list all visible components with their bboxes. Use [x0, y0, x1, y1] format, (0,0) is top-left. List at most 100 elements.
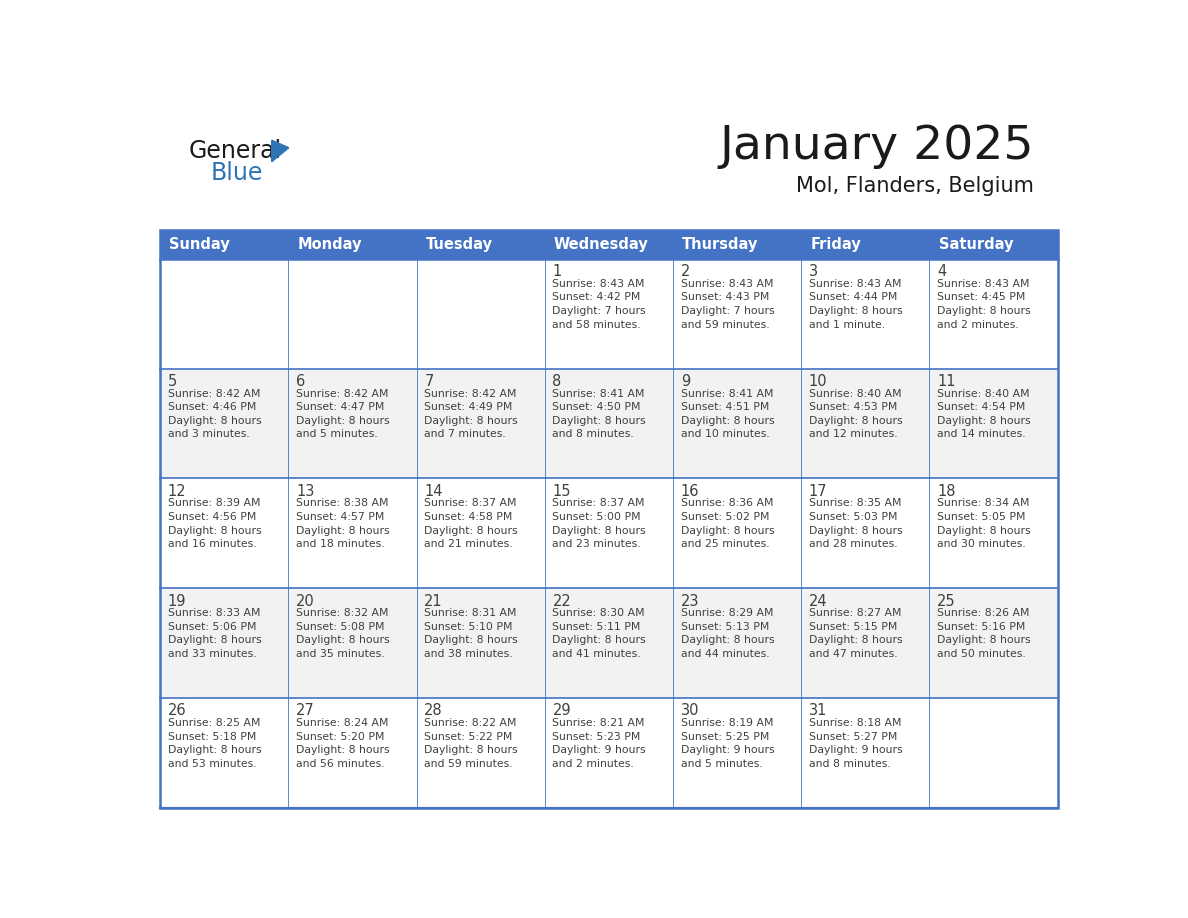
Bar	[417, 259, 545, 368]
Text: Sunrise: 8:41 AM
Sunset: 4:50 PM
Daylight: 8 hours
and 8 minutes.: Sunrise: 8:41 AM Sunset: 4:50 PM Dayligh…	[552, 388, 646, 440]
Text: Saturday: Saturday	[939, 237, 1013, 252]
Text: General: General	[189, 140, 282, 163]
Text: Sunrise: 8:40 AM
Sunset: 4:53 PM
Daylight: 8 hours
and 12 minutes.: Sunrise: 8:40 AM Sunset: 4:53 PM Dayligh…	[809, 388, 903, 440]
Bar	[289, 698, 417, 808]
Bar	[417, 478, 545, 588]
Text: Sunrise: 8:42 AM
Sunset: 4:47 PM
Daylight: 8 hours
and 5 minutes.: Sunrise: 8:42 AM Sunset: 4:47 PM Dayligh…	[296, 388, 390, 440]
Text: 8: 8	[552, 374, 562, 389]
Text: Blue: Blue	[210, 161, 263, 185]
Bar	[545, 259, 672, 368]
Text: Sunrise: 8:43 AM
Sunset: 4:45 PM
Daylight: 8 hours
and 2 minutes.: Sunrise: 8:43 AM Sunset: 4:45 PM Dayligh…	[937, 279, 1031, 330]
Text: Sunrise: 8:37 AM
Sunset: 4:58 PM
Daylight: 8 hours
and 21 minutes.: Sunrise: 8:37 AM Sunset: 4:58 PM Dayligh…	[424, 498, 518, 549]
Text: 14: 14	[424, 484, 443, 498]
Text: Sunrise: 8:40 AM
Sunset: 4:54 PM
Daylight: 8 hours
and 14 minutes.: Sunrise: 8:40 AM Sunset: 4:54 PM Dayligh…	[937, 388, 1031, 440]
Text: 12: 12	[168, 484, 187, 498]
Text: Wednesday: Wednesday	[554, 237, 649, 252]
Bar	[801, 230, 929, 259]
Text: Sunrise: 8:39 AM
Sunset: 4:56 PM
Daylight: 8 hours
and 16 minutes.: Sunrise: 8:39 AM Sunset: 4:56 PM Dayligh…	[168, 498, 261, 549]
Text: Mol, Flanders, Belgium: Mol, Flanders, Belgium	[796, 175, 1035, 196]
Text: Sunrise: 8:43 AM
Sunset: 4:43 PM
Daylight: 7 hours
and 59 minutes.: Sunrise: 8:43 AM Sunset: 4:43 PM Dayligh…	[681, 279, 775, 330]
Text: 28: 28	[424, 703, 443, 719]
Bar	[160, 588, 289, 698]
Text: 3: 3	[809, 264, 819, 279]
Bar	[417, 588, 545, 698]
Text: 25: 25	[937, 594, 955, 609]
Bar	[289, 478, 417, 588]
Bar	[672, 478, 801, 588]
Text: Sunrise: 8:21 AM
Sunset: 5:23 PM
Daylight: 9 hours
and 2 minutes.: Sunrise: 8:21 AM Sunset: 5:23 PM Dayligh…	[552, 718, 646, 768]
Text: 1: 1	[552, 264, 562, 279]
Text: Sunrise: 8:43 AM
Sunset: 4:42 PM
Daylight: 7 hours
and 58 minutes.: Sunrise: 8:43 AM Sunset: 4:42 PM Dayligh…	[552, 279, 646, 330]
Bar	[672, 588, 801, 698]
Text: 23: 23	[681, 594, 700, 609]
Text: Sunrise: 8:37 AM
Sunset: 5:00 PM
Daylight: 8 hours
and 23 minutes.: Sunrise: 8:37 AM Sunset: 5:00 PM Dayligh…	[552, 498, 646, 549]
Text: 16: 16	[681, 484, 700, 498]
Text: 18: 18	[937, 484, 955, 498]
Bar	[417, 368, 545, 478]
Bar	[545, 478, 672, 588]
Text: Sunrise: 8:33 AM
Sunset: 5:06 PM
Daylight: 8 hours
and 33 minutes.: Sunrise: 8:33 AM Sunset: 5:06 PM Dayligh…	[168, 609, 261, 659]
Text: Sunrise: 8:26 AM
Sunset: 5:16 PM
Daylight: 8 hours
and 50 minutes.: Sunrise: 8:26 AM Sunset: 5:16 PM Dayligh…	[937, 609, 1031, 659]
Bar	[160, 230, 289, 259]
Bar	[160, 478, 289, 588]
Text: 20: 20	[296, 594, 315, 609]
Text: Tuesday: Tuesday	[425, 237, 493, 252]
Text: Sunrise: 8:38 AM
Sunset: 4:57 PM
Daylight: 8 hours
and 18 minutes.: Sunrise: 8:38 AM Sunset: 4:57 PM Dayligh…	[296, 498, 390, 549]
Text: 6: 6	[296, 374, 305, 389]
Bar	[417, 230, 545, 259]
Bar	[160, 259, 289, 368]
Text: 17: 17	[809, 484, 828, 498]
Bar	[801, 588, 929, 698]
Bar	[672, 259, 801, 368]
Text: 13: 13	[296, 484, 315, 498]
Text: Sunrise: 8:43 AM
Sunset: 4:44 PM
Daylight: 8 hours
and 1 minute.: Sunrise: 8:43 AM Sunset: 4:44 PM Dayligh…	[809, 279, 903, 330]
Bar	[289, 259, 417, 368]
Bar	[801, 259, 929, 368]
Bar	[929, 259, 1057, 368]
Bar	[289, 588, 417, 698]
Text: Sunday: Sunday	[170, 237, 230, 252]
Text: Thursday: Thursday	[682, 237, 759, 252]
Bar	[929, 478, 1057, 588]
Bar	[801, 478, 929, 588]
Text: 26: 26	[168, 703, 187, 719]
Text: 22: 22	[552, 594, 571, 609]
Bar	[545, 368, 672, 478]
Bar	[289, 368, 417, 478]
Text: Sunrise: 8:24 AM
Sunset: 5:20 PM
Daylight: 8 hours
and 56 minutes.: Sunrise: 8:24 AM Sunset: 5:20 PM Dayligh…	[296, 718, 390, 768]
Bar	[289, 230, 417, 259]
Bar	[801, 698, 929, 808]
Bar	[929, 698, 1057, 808]
Text: Sunrise: 8:42 AM
Sunset: 4:46 PM
Daylight: 8 hours
and 3 minutes.: Sunrise: 8:42 AM Sunset: 4:46 PM Dayligh…	[168, 388, 261, 440]
Bar	[801, 368, 929, 478]
Text: 29: 29	[552, 703, 571, 719]
Text: Sunrise: 8:32 AM
Sunset: 5:08 PM
Daylight: 8 hours
and 35 minutes.: Sunrise: 8:32 AM Sunset: 5:08 PM Dayligh…	[296, 609, 390, 659]
Bar	[545, 698, 672, 808]
Text: Sunrise: 8:19 AM
Sunset: 5:25 PM
Daylight: 9 hours
and 5 minutes.: Sunrise: 8:19 AM Sunset: 5:25 PM Dayligh…	[681, 718, 775, 768]
Text: January 2025: January 2025	[720, 124, 1035, 169]
Text: Friday: Friday	[810, 237, 861, 252]
Text: 15: 15	[552, 484, 571, 498]
Text: 4: 4	[937, 264, 947, 279]
Text: 11: 11	[937, 374, 955, 389]
Bar	[672, 368, 801, 478]
Bar	[672, 230, 801, 259]
Bar	[672, 698, 801, 808]
Text: Sunrise: 8:25 AM
Sunset: 5:18 PM
Daylight: 8 hours
and 53 minutes.: Sunrise: 8:25 AM Sunset: 5:18 PM Dayligh…	[168, 718, 261, 768]
Text: Sunrise: 8:41 AM
Sunset: 4:51 PM
Daylight: 8 hours
and 10 minutes.: Sunrise: 8:41 AM Sunset: 4:51 PM Dayligh…	[681, 388, 775, 440]
Text: Sunrise: 8:27 AM
Sunset: 5:15 PM
Daylight: 8 hours
and 47 minutes.: Sunrise: 8:27 AM Sunset: 5:15 PM Dayligh…	[809, 609, 903, 659]
Text: 24: 24	[809, 594, 828, 609]
Text: Monday: Monday	[298, 237, 362, 252]
Text: Sunrise: 8:31 AM
Sunset: 5:10 PM
Daylight: 8 hours
and 38 minutes.: Sunrise: 8:31 AM Sunset: 5:10 PM Dayligh…	[424, 609, 518, 659]
Text: Sunrise: 8:30 AM
Sunset: 5:11 PM
Daylight: 8 hours
and 41 minutes.: Sunrise: 8:30 AM Sunset: 5:11 PM Dayligh…	[552, 609, 646, 659]
Bar	[929, 588, 1057, 698]
Bar	[417, 698, 545, 808]
Text: 5: 5	[168, 374, 177, 389]
Bar	[545, 230, 672, 259]
Text: Sunrise: 8:34 AM
Sunset: 5:05 PM
Daylight: 8 hours
and 30 minutes.: Sunrise: 8:34 AM Sunset: 5:05 PM Dayligh…	[937, 498, 1031, 549]
Text: Sunrise: 8:22 AM
Sunset: 5:22 PM
Daylight: 8 hours
and 59 minutes.: Sunrise: 8:22 AM Sunset: 5:22 PM Dayligh…	[424, 718, 518, 768]
Bar	[545, 588, 672, 698]
Bar	[160, 230, 1057, 808]
Text: 21: 21	[424, 594, 443, 609]
Bar	[160, 368, 289, 478]
